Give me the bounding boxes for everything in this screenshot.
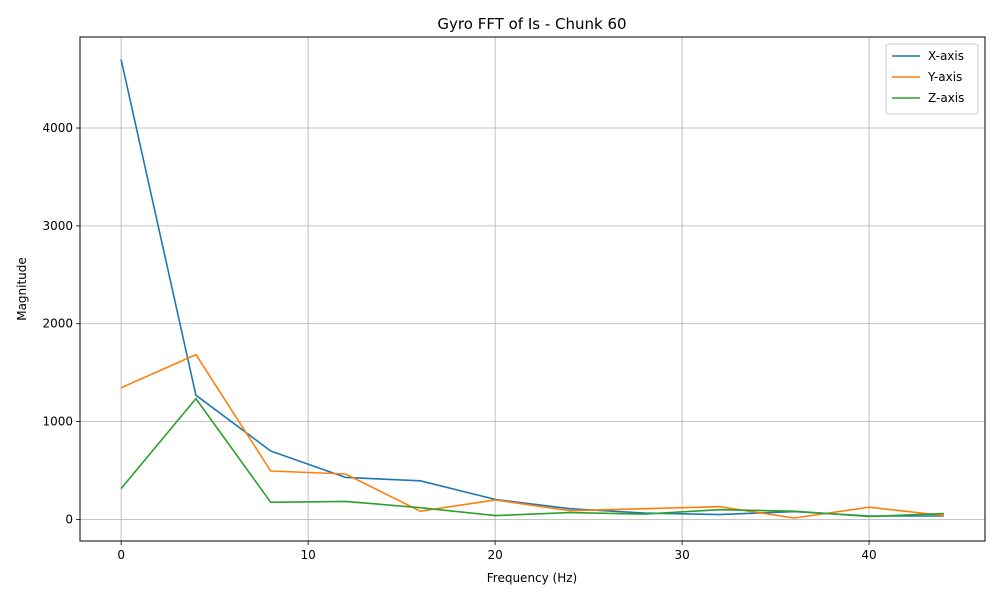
y-axis-label: Magnitude	[15, 257, 29, 321]
y-tick-label: 3000	[42, 219, 73, 233]
chart-title: Gyro FFT of Is - Chunk 60	[437, 15, 626, 33]
legend-label: Z-axis	[928, 91, 964, 105]
legend-box	[885, 43, 979, 115]
y-tick-label: 2000	[42, 317, 73, 331]
x-axis-label: Frequency (Hz)	[487, 571, 578, 585]
y-tick-label: 4000	[42, 121, 73, 135]
legend: X-axis Y-axis Z-axis	[885, 43, 979, 115]
x-tick-label: 0	[117, 548, 125, 562]
series-line-z-axis	[120, 397, 944, 518]
x-tick-label: 20	[487, 548, 502, 562]
grid-lines	[80, 37, 985, 541]
series-lines	[120, 59, 944, 519]
y-tick-label: 1000	[42, 415, 73, 429]
legend-label: X-axis	[928, 49, 964, 63]
x-tick-label: 30	[674, 548, 689, 562]
legend-label: Y-axis	[927, 70, 962, 84]
axis-ticks: 0 10 20 30 40 0 1000 2000 3000 4000	[42, 121, 876, 562]
series-line-y-axis	[120, 353, 944, 519]
y-tick-label: 0	[65, 512, 73, 526]
x-tick-label: 40	[861, 548, 876, 562]
plot-frame	[79, 36, 986, 542]
x-tick-label: 10	[300, 548, 315, 562]
